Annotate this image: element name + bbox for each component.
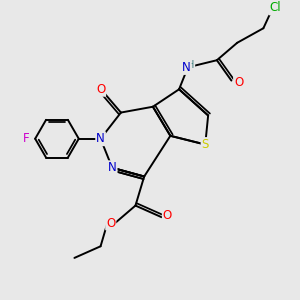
Text: H: H xyxy=(187,60,194,70)
Text: F: F xyxy=(23,132,30,145)
Text: Cl: Cl xyxy=(269,2,281,14)
Text: N: N xyxy=(182,61,191,74)
Text: O: O xyxy=(234,76,243,88)
Text: O: O xyxy=(96,83,105,96)
Text: S: S xyxy=(202,138,209,151)
Text: N: N xyxy=(108,161,117,174)
Text: O: O xyxy=(163,209,172,222)
Text: N: N xyxy=(96,132,105,145)
Text: O: O xyxy=(106,217,116,230)
